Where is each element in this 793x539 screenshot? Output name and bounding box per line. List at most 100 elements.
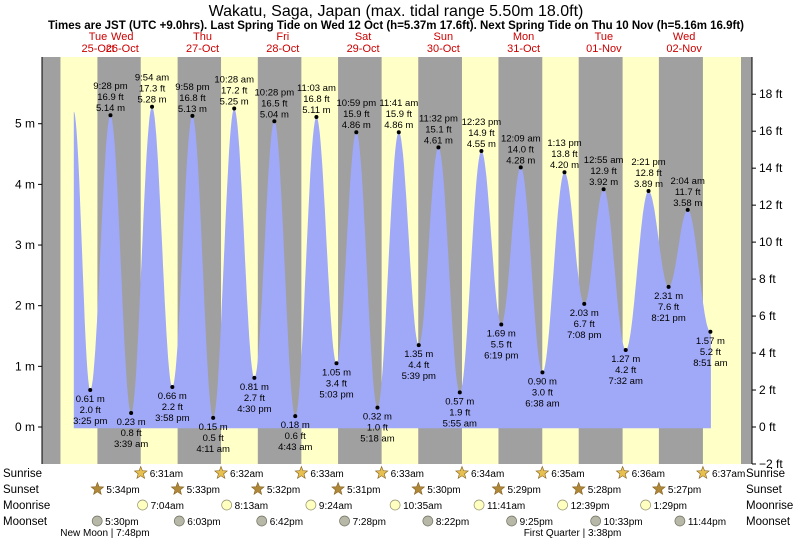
night-band xyxy=(42,57,61,464)
tide-label-time: 11:32 pm xyxy=(419,113,458,124)
moonrise-icon xyxy=(221,499,233,511)
tide-point-high xyxy=(314,115,319,120)
tide-label-time: 4:11 am xyxy=(196,444,230,455)
tide-label-ft: 16.9 ft xyxy=(97,92,124,103)
tide-label-m: 3.58 m xyxy=(673,198,702,209)
moonrise-icon xyxy=(557,499,568,511)
tide-label-time: 2:04 am xyxy=(671,176,705,187)
tide-label-m: 1.57 m xyxy=(696,336,725,347)
moonset-icon xyxy=(590,515,602,527)
tide-label-ft: 17.2 ft xyxy=(221,86,248,97)
tide-label-time: 5:39 pm xyxy=(402,371,436,382)
sunrise-icon xyxy=(133,465,148,479)
moonrise-icon xyxy=(389,499,401,511)
tide-point-high xyxy=(518,165,523,170)
tide-point-high xyxy=(354,130,359,135)
row-label-left: Moonrise xyxy=(3,500,50,512)
row-label-right: Sunrise xyxy=(746,468,785,480)
tide-label-ft: 1.9 ft xyxy=(449,407,470,418)
left-axis-tick-label: 0 m xyxy=(15,420,35,434)
day-label-date: 25-Oct xyxy=(81,43,114,55)
sunset-icon xyxy=(90,481,105,495)
tide-label-time: 4:43 am xyxy=(278,442,312,453)
tide-label-m: 3.89 m xyxy=(634,179,663,190)
day-label-dow: Sun xyxy=(434,31,454,43)
tide-label-ft: 13.8 ft xyxy=(551,149,578,160)
tide-label-m: 4.86 m xyxy=(342,120,371,131)
sunrise-icon xyxy=(455,465,469,479)
moonrise-time: 12:39pm xyxy=(571,501,610,512)
tide-label-ft: 3.4 ft xyxy=(326,378,347,389)
tide-label-m: 2.31 m xyxy=(654,291,683,302)
sunrise-time: 6:32am xyxy=(230,469,263,480)
tide-label-m: 5.11 m xyxy=(302,105,330,116)
right-axis-tick-label: 2 ft xyxy=(759,383,776,397)
tide-point-low xyxy=(499,322,504,327)
sunset-icon xyxy=(170,481,185,495)
sunrise-time: 6:31am xyxy=(150,469,183,480)
tide-label-time: 9:58 pm xyxy=(175,82,209,93)
tide-label-m: 0.32 m xyxy=(363,412,392,423)
sunrise-time: 6:34am xyxy=(471,469,504,480)
tide-label-ft: 0.6 ft xyxy=(285,431,306,442)
sunrise-icon xyxy=(374,465,389,479)
tide-label-m: 1.27 m xyxy=(611,354,640,365)
row-label-left: Sunrise xyxy=(3,468,42,480)
tide-point-low xyxy=(375,405,380,410)
day-label-date: 29-Oct xyxy=(347,43,380,55)
tide-label-ft: 15.9 ft xyxy=(343,109,370,120)
tide-point-low xyxy=(582,301,587,306)
tide-point-low xyxy=(708,329,713,334)
tide-label-time: 3:39 am xyxy=(114,439,148,450)
tide-point-low xyxy=(334,361,339,366)
tide-label-time: 10:28 pm xyxy=(255,87,295,98)
sunrise-icon xyxy=(535,465,550,479)
right-axis-tick-label: 6 ft xyxy=(759,309,776,323)
day-label-dow: Tue xyxy=(89,31,108,43)
tide-label-ft: 16.8 ft xyxy=(303,94,330,105)
tide-label-m: 0.57 m xyxy=(445,396,474,407)
tide-label-ft: 14.0 ft xyxy=(508,144,535,155)
tide-point-high xyxy=(479,149,484,154)
day-label-date: 02-Nov xyxy=(666,43,702,55)
tide-label-ft: 3.0 ft xyxy=(532,387,553,398)
tide-point-low xyxy=(293,414,298,419)
moonrise-time: 10:35am xyxy=(403,501,442,512)
sunset-time: 5:34pm xyxy=(106,485,139,496)
sunrise-time: 6:33am xyxy=(310,469,343,480)
sunrise-time: 6:37am xyxy=(712,469,745,480)
tide-label-ft: 7.6 ft xyxy=(658,302,679,313)
moonset-time: 7:28pm xyxy=(353,517,386,528)
moonset-icon xyxy=(339,515,350,527)
tide-label-m: 2.03 m xyxy=(570,308,599,319)
left-axis-tick-label: 3 m xyxy=(15,238,35,252)
sunset-time: 5:30pm xyxy=(427,485,460,496)
moonset-icon xyxy=(422,515,434,527)
tide-label-m: 5.14 m xyxy=(96,103,125,114)
sunrise-time: 6:35am xyxy=(551,469,584,480)
row-label-right: Moonset xyxy=(746,516,791,528)
row-label-left: Sunset xyxy=(3,484,40,496)
tide-label-ft: 4.2 ft xyxy=(615,365,636,376)
sunset-icon xyxy=(250,481,265,495)
left-axis-tick-label: 5 m xyxy=(15,117,35,131)
tide-label-m: 4.86 m xyxy=(384,120,413,131)
tide-label-ft: 0.8 ft xyxy=(121,428,142,439)
tide-point-high xyxy=(436,145,441,150)
tide-label-m: 1.35 m xyxy=(404,349,433,360)
moonset-time: 8:22pm xyxy=(436,517,469,528)
moonrise-time: 9:24am xyxy=(319,501,352,512)
tide-label-m: 0.23 m xyxy=(117,417,146,428)
tide-point-low xyxy=(540,370,545,375)
day-label-date: 01-Nov xyxy=(586,43,622,55)
sunset-time: 5:29pm xyxy=(507,485,540,496)
moonset-icon xyxy=(256,515,268,527)
tide-label-ft: 6.7 ft xyxy=(574,319,595,330)
tide-label-m: 5.13 m xyxy=(178,104,207,115)
tide-label-m: 4.61 m xyxy=(424,135,453,146)
tide-point-high xyxy=(232,106,237,111)
tide-point-high xyxy=(396,130,401,135)
tide-label-ft: 1.0 ft xyxy=(367,423,388,434)
tide-label-m: 5.25 m xyxy=(220,97,249,108)
tide-label-time: 12:55 am xyxy=(584,155,624,166)
